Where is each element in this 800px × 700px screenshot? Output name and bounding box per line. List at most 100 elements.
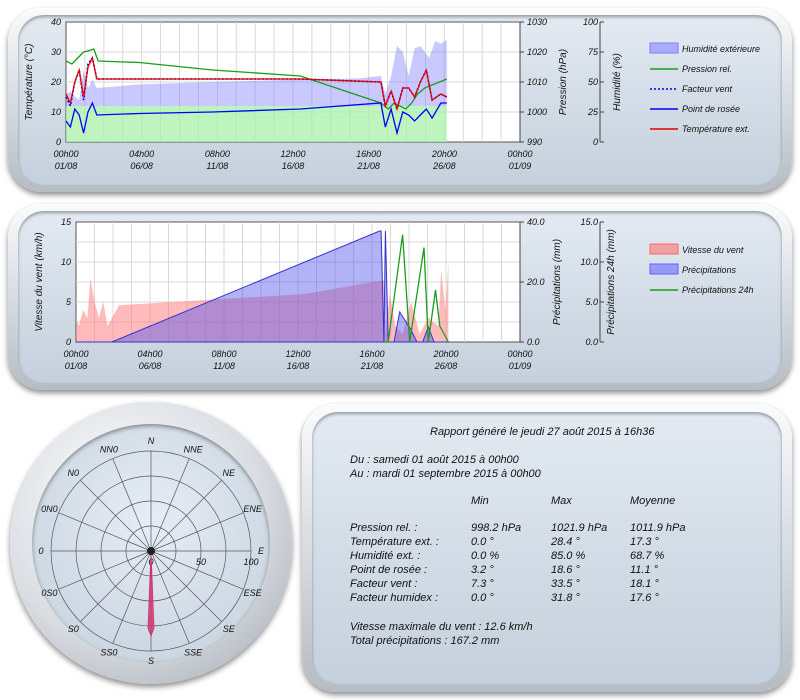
report-row-avg: 17.3 ° [630, 536, 659, 548]
report-period-from: Du : samedi 01 août 2015 à 00h00 [350, 454, 519, 466]
rose-direction-label: SS0 [100, 648, 117, 658]
legend-label: Pression rel. [682, 64, 732, 74]
legend-label: Précipitations [682, 265, 737, 275]
report-row-label: Facteur vent : [350, 578, 418, 590]
x-tick-label: 00h00 [63, 349, 88, 359]
rose-direction-label: SSE [184, 648, 203, 658]
report-row-avg: 17.6 ° [630, 592, 659, 604]
rose-direction-label: E [258, 546, 265, 556]
report-row-max: 18.6 ° [551, 564, 580, 576]
legend-label: Vitesse du vent [682, 245, 744, 255]
y2-tick-label: 990 [527, 137, 542, 147]
rose-spoke [112, 458, 152, 552]
y3-tick-label: 0 [593, 137, 598, 147]
rose-petal [147, 550, 155, 638]
y3-tick-label: 15.0 [580, 217, 598, 227]
y-tick-label: 30 [51, 47, 61, 57]
report-row-avg: 11.1 ° [630, 564, 659, 576]
rose-spoke [150, 550, 222, 622]
legend-swatch [649, 263, 679, 275]
x-tick-label: 01/08 [55, 161, 78, 171]
x-tick-label: 21/08 [356, 161, 380, 171]
y-tick-label: 0 [56, 137, 61, 147]
rose-spoke [80, 480, 152, 552]
y-tick-label: 20 [50, 77, 61, 87]
x-tick-label: 12h00 [285, 349, 310, 359]
series-line [383, 234, 449, 343]
report-row-min: 998.2 hPa [471, 522, 522, 534]
report-row-min: 0.0 % [471, 550, 500, 562]
report-header-avg: Moyenne [630, 495, 676, 507]
report-row-avg: 68.7 % [630, 550, 665, 562]
y-tick-label: 10 [61, 257, 71, 267]
legend-label: Humidité extérieure [682, 44, 760, 54]
report-row-label: Pression rel. : [350, 522, 418, 534]
x-tick-label: 04h00 [137, 349, 162, 359]
report-row-max: 1021.9 hPa [551, 522, 608, 534]
rose-direction-label: S0 [68, 624, 79, 634]
report-row-label: Température ext. : [350, 536, 439, 548]
report-row-max: 28.4 ° [551, 536, 580, 548]
report-title: Rapport généré le jeudi 27 août 2015 à 1… [430, 426, 655, 438]
report-row-label: Point de rosée : [350, 564, 428, 576]
y3-tick-label: 100 [583, 17, 598, 27]
rose-scale-label: 50 [196, 557, 206, 567]
x-tick-label: 16h00 [359, 349, 384, 359]
wind-rain-chart: 0 5 10 15 0.0 20.0 40.0 0.0 5.0 10.0 15.0 00h00 01/0… [34, 217, 754, 371]
rose-spoke [58, 512, 152, 552]
legend-label: Température ext. [682, 124, 750, 134]
x-tick-label: 00h00 [507, 149, 532, 159]
x-tick-label: 06/08 [130, 161, 153, 171]
series-area [66, 106, 447, 142]
y2-tick-label: 1020 [527, 47, 547, 57]
report-rain-total: Total précipitations : 167.2 mm [350, 635, 500, 647]
series-area [76, 230, 449, 343]
report-row-avg: 1011.9 hPa [630, 522, 686, 534]
x-tick-label: 04h00 [129, 149, 154, 159]
y2-axis-label: Pression (hPa) [558, 49, 569, 115]
y2-tick-label: 20.0 [526, 277, 545, 287]
y2-tick-label: 1000 [527, 107, 547, 117]
rose-direction-label: NNE [184, 444, 204, 454]
series-line [65, 56, 448, 112]
rose-direction-label: N [148, 436, 155, 446]
report-wind-max: Vitesse maximale du vent : 12.6 km/h [350, 621, 533, 633]
report-row-min: 3.2 ° [471, 564, 494, 576]
y-tick-label: 10 [51, 107, 61, 117]
series-area [66, 40, 447, 106]
weather-chart: 0102030409901000101010201030025507510000… [24, 17, 760, 171]
report-row-max: 33.5 ° [551, 578, 580, 590]
y-tick-label: 40 [51, 17, 61, 27]
x-tick-label: 01/09 [509, 161, 532, 171]
y3-tick-label: 5.0 [585, 297, 598, 307]
report-row-min: 0.0 ° [471, 592, 494, 604]
report-row-label: Humidité ext. : [350, 550, 421, 562]
rose-spoke [58, 550, 152, 590]
rose-direction-label: S [148, 656, 154, 666]
rose-direction-label: ESE [244, 588, 263, 598]
rose-spoke [150, 550, 244, 590]
rose-direction-label: 0N0 [41, 504, 58, 514]
y2-tick-label: 1030 [527, 17, 547, 27]
report-header-max: Max [551, 495, 572, 507]
y3-tick-label: 0.0 [585, 337, 598, 347]
y2-tick-label: 1010 [527, 77, 547, 87]
x-tick-label: 00h00 [53, 149, 78, 159]
y-tick-label: 5 [66, 297, 72, 307]
legend-label: Point de rosée [682, 104, 740, 114]
y3-axis-label: Précipitations 24h (mm) [606, 229, 617, 335]
x-tick-label: 00h00 [507, 349, 532, 359]
x-tick-label: 01/09 [509, 361, 532, 371]
legend-swatch [649, 243, 679, 255]
report-row-avg: 18.1 ° [630, 578, 659, 590]
x-tick-label: 21/08 [360, 361, 384, 371]
report-row-min: 7.3 ° [471, 578, 494, 590]
y-tick-label: 0 [66, 337, 71, 347]
rose-scale-label: 100 [243, 557, 258, 567]
x-tick-label: 26/08 [434, 361, 458, 371]
rose-direction-label: SE [223, 624, 236, 634]
y2-axis-label: Précipitations (mm) [552, 239, 563, 325]
rose-direction-label: 0S0 [41, 588, 57, 598]
x-tick-label: 16/08 [287, 361, 310, 371]
rose-spoke [150, 480, 222, 552]
